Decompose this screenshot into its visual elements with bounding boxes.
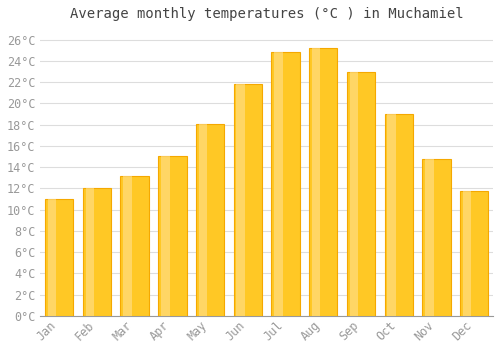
Bar	[422, 159, 450, 316]
Bar	[234, 84, 262, 316]
Bar	[48, 199, 56, 316]
Bar	[309, 48, 338, 316]
Bar	[460, 191, 488, 316]
Bar	[312, 48, 320, 316]
Title: Average monthly temperatures (°C ) in Muchamiel: Average monthly temperatures (°C ) in Mu…	[70, 7, 464, 21]
Bar	[120, 176, 149, 316]
Bar	[45, 199, 74, 316]
Bar	[158, 155, 186, 316]
Bar	[463, 191, 471, 316]
Bar	[196, 124, 224, 316]
Bar	[199, 124, 207, 316]
Bar	[83, 188, 111, 316]
Bar	[236, 84, 245, 316]
Bar	[388, 114, 396, 316]
Bar	[384, 114, 413, 316]
Bar	[124, 176, 132, 316]
Bar	[274, 52, 282, 316]
Bar	[350, 71, 358, 316]
Bar	[347, 71, 375, 316]
Bar	[425, 159, 434, 316]
Bar	[86, 188, 94, 316]
Bar	[272, 52, 299, 316]
Bar	[161, 155, 170, 316]
